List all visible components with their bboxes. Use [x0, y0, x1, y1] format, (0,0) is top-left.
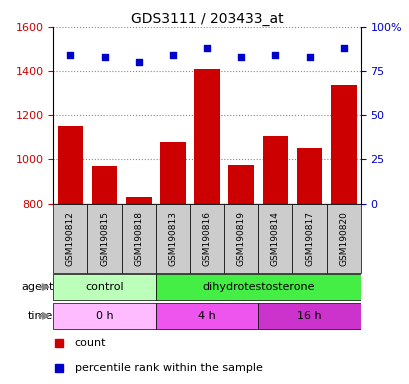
- Text: dihydrotestosterone: dihydrotestosterone: [202, 282, 314, 292]
- Text: 4 h: 4 h: [198, 311, 216, 321]
- Bar: [155, 204, 189, 273]
- Bar: [189, 204, 224, 273]
- Bar: [92, 166, 117, 204]
- Text: GSM190818: GSM190818: [134, 210, 143, 266]
- Bar: [224, 204, 258, 273]
- Bar: [57, 126, 83, 204]
- Bar: [121, 204, 155, 273]
- Text: GSM190813: GSM190813: [168, 210, 177, 266]
- Bar: [292, 204, 326, 273]
- Point: [237, 54, 244, 60]
- Text: GSM190816: GSM190816: [202, 210, 211, 266]
- Bar: [87, 204, 121, 273]
- Text: 0 h: 0 h: [96, 311, 113, 321]
- Bar: [160, 142, 185, 204]
- Bar: [53, 274, 155, 300]
- Text: agent: agent: [21, 282, 53, 292]
- Bar: [258, 303, 360, 329]
- Text: GSM190812: GSM190812: [66, 211, 75, 265]
- Text: GSM190820: GSM190820: [338, 211, 347, 265]
- Text: time: time: [28, 311, 53, 321]
- Text: GSM190815: GSM190815: [100, 210, 109, 266]
- Bar: [228, 165, 254, 204]
- Bar: [53, 204, 87, 273]
- Text: GSM190819: GSM190819: [236, 210, 245, 266]
- Point: [306, 54, 312, 60]
- Point: [272, 52, 278, 58]
- Bar: [126, 197, 151, 204]
- Bar: [296, 148, 321, 204]
- Text: percentile rank within the sample: percentile rank within the sample: [74, 362, 262, 373]
- Point: [101, 54, 108, 60]
- Bar: [194, 69, 219, 204]
- Bar: [258, 204, 292, 273]
- Bar: [155, 303, 258, 329]
- Text: GSM190817: GSM190817: [304, 210, 313, 266]
- Bar: [262, 136, 288, 204]
- Text: 16 h: 16 h: [297, 311, 321, 321]
- Bar: [53, 303, 155, 329]
- Point: [339, 45, 346, 51]
- Point: [67, 52, 74, 58]
- Title: GDS3111 / 203433_at: GDS3111 / 203433_at: [130, 12, 283, 26]
- Point: [169, 52, 176, 58]
- Bar: [326, 204, 360, 273]
- Text: GSM190814: GSM190814: [270, 211, 279, 265]
- Text: count: count: [74, 338, 106, 348]
- Point: [203, 45, 210, 51]
- Bar: [155, 274, 360, 300]
- Text: control: control: [85, 282, 124, 292]
- Point: [135, 59, 142, 65]
- Bar: [330, 85, 356, 204]
